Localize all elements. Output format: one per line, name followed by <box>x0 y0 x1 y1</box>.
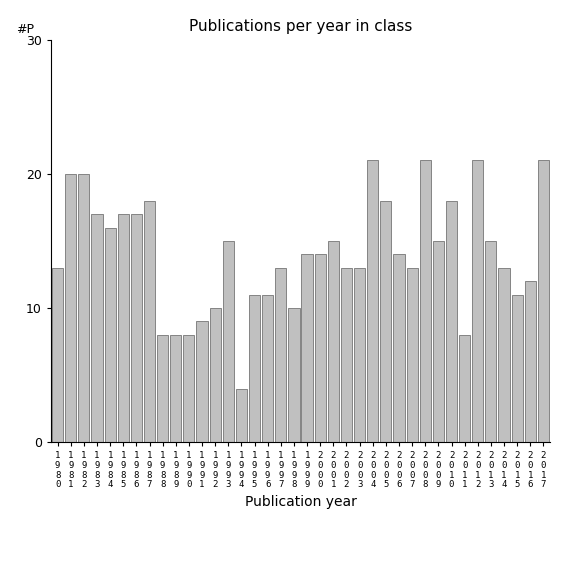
Bar <box>446 201 457 442</box>
Bar <box>315 255 326 442</box>
Bar <box>524 281 536 442</box>
Bar <box>341 268 352 442</box>
Bar <box>249 295 260 442</box>
Bar <box>210 308 221 442</box>
Bar <box>118 214 129 442</box>
Text: #P: #P <box>16 23 34 36</box>
Bar <box>52 268 63 442</box>
Bar <box>223 241 234 442</box>
Bar <box>407 268 418 442</box>
Bar <box>131 214 142 442</box>
Bar <box>511 295 523 442</box>
Bar <box>433 241 444 442</box>
Bar <box>472 160 483 442</box>
Bar <box>380 201 391 442</box>
Bar <box>328 241 339 442</box>
Title: Publications per year in class: Publications per year in class <box>189 19 412 35</box>
Bar <box>144 201 155 442</box>
Bar <box>157 335 168 442</box>
Bar <box>420 160 431 442</box>
Bar <box>236 388 247 442</box>
Bar <box>183 335 194 442</box>
Bar <box>104 227 116 442</box>
Bar <box>459 335 470 442</box>
Bar <box>367 160 378 442</box>
Bar <box>275 268 286 442</box>
Bar <box>78 174 90 442</box>
Bar <box>262 295 273 442</box>
Bar <box>393 255 405 442</box>
Bar <box>91 214 103 442</box>
Bar <box>196 321 208 442</box>
Bar <box>289 308 299 442</box>
Bar <box>498 268 510 442</box>
X-axis label: Publication year: Publication year <box>244 495 357 509</box>
Bar <box>538 160 549 442</box>
Bar <box>65 174 77 442</box>
Bar <box>485 241 497 442</box>
Bar <box>302 255 312 442</box>
Bar <box>354 268 365 442</box>
Bar <box>170 335 181 442</box>
